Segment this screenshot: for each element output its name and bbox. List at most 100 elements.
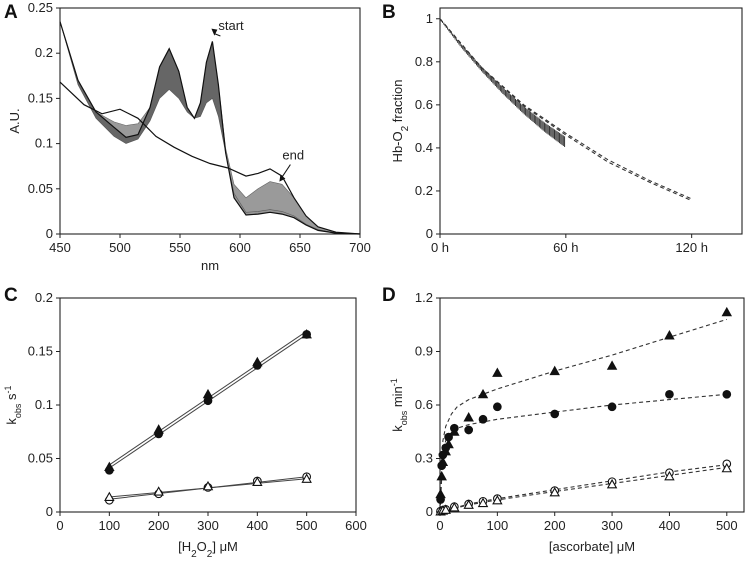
panel-c-y-label-sup: -1 (3, 385, 13, 393)
panel-a-x-tick-label: 650 (289, 240, 311, 255)
panel-d-filled-circles-point (464, 425, 474, 435)
panel-d-filled-circles-point (441, 443, 451, 453)
panel-d-open-triangles-point (477, 497, 489, 508)
panel-c-y-tick-label: 0.2 (35, 290, 53, 305)
panel-d-marks (435, 306, 733, 516)
panel-a: A 450 500 550 600 650 700 0 0.05 0.1 0.15 0.2 0.25… (4, 0, 371, 273)
panel-a-x-tick-label: 550 (169, 240, 191, 255)
panel-b-y-label-sub: 2 (400, 125, 411, 131)
panel-d-open-triangles-point (549, 486, 560, 497)
panel-d-filled-triangles-point (606, 360, 618, 370)
panel-c-x-ticks: 0 100 200 300 400 500 600 (56, 512, 367, 533)
panel-a-y-ticks: 0 0.05 0.1 0.15 0.2 0.25 (28, 0, 60, 241)
panel-d: D 0 100 200 300 400 500 0 0.3 0.6 0.9 1.2 [ascorb… (382, 285, 745, 554)
panel-a-x-ticks: 450 500 550 600 650 700 (49, 234, 371, 255)
panel-c-open-triangles-point (252, 476, 263, 487)
panel-c-x-label-pre: [H (178, 539, 191, 554)
panel-a-start-arrowhead (211, 28, 218, 36)
panel-d-open-triangles-point (664, 470, 675, 481)
panel-c-x-tick-label: 500 (296, 518, 318, 533)
panel-c-open-triangles-point (202, 480, 214, 491)
panel-c-filled-triangles-point (104, 461, 115, 472)
panel-a-y-tick-label: 0.2 (35, 45, 53, 60)
panel-b-plot-area (439, 7, 743, 235)
panel-d-filled-circles-point (493, 402, 502, 412)
panel-c-filled-triangles-point (301, 328, 312, 339)
panel-c-label: C (4, 285, 18, 306)
panel-d-filled-triangles-point (492, 367, 503, 377)
panel-c-x-label-post: ] μM (212, 539, 238, 554)
panel-d-label: D (382, 285, 396, 306)
panel-c-y-ticks: 0 0.05 0.1 0.15 0.2 (28, 290, 60, 519)
panel-b-x-ticks: 0 h 60 h 120 h (431, 234, 708, 255)
panel-b-y-tick-label: 0.4 (415, 140, 433, 155)
panel-c-y-label-mid: s (4, 393, 19, 404)
panel-d-filled-circles-point (665, 389, 674, 399)
panel-c-filled-triangles-point (153, 424, 164, 434)
panel-a-y-label: A.U. (7, 108, 22, 133)
panel-c-marks (104, 328, 312, 505)
panel-d-open-triangles-point (463, 499, 474, 509)
panel-b-y-tick-label: 0.8 (415, 54, 433, 69)
panel-d-filled-triangles-point (549, 365, 560, 376)
panel-a-start-arrow (214, 33, 221, 37)
panel-d-y-label: kobs min-1 (389, 378, 409, 432)
panel-c-x-label-sub1: 2 (191, 549, 197, 560)
panel-b-y-label-pre: Hb-O (390, 131, 405, 162)
panel-a-x-tick-label: 600 (229, 240, 251, 255)
panel-d-y-ticks: 0 0.3 0.6 0.9 1.2 (415, 290, 440, 519)
panel-d-filled-circles-point (438, 450, 448, 460)
panel-c-y-tick-label: 0 (46, 504, 53, 519)
panel-d-filled-circles-point (449, 423, 459, 433)
panel-b-marks (439, 17, 692, 202)
panel-c-y-label: kobs s-1 (3, 385, 23, 424)
panel-d-filled-triangles-point (463, 412, 474, 422)
panel-c-x-tick-label: 300 (197, 518, 219, 533)
panel-d-y-label-sub: obs (399, 410, 409, 425)
panel-d-y-label-base: k (390, 425, 405, 432)
panel-d-y-label-mid: min (390, 386, 405, 411)
panel-d-filled-triangles-point (436, 470, 447, 481)
panel-a-end-arrowhead (279, 174, 286, 182)
panel-d-y-tick-label: 0.9 (415, 344, 433, 359)
panel-b-y-tick-label: 0 (426, 226, 433, 241)
panel-c-y-label-sub: obs (13, 403, 23, 418)
panel-d-fit-line-1 (439, 318, 727, 513)
panel-c: C 0 100 200 300 400 500 600 0 0.05 0.1 0.15 0.2 [H… (3, 285, 367, 560)
panel-b-y-label-post: fraction (390, 80, 405, 126)
panel-a-y-tick-label: 0 (46, 226, 53, 241)
panel-a-annotation-end: end (282, 148, 304, 163)
panel-c-x-tick-label: 100 (98, 518, 120, 533)
panel-a-y-tick-label: 0.25 (28, 0, 53, 15)
panel-d-filled-triangles-point (664, 330, 675, 340)
panel-d-filled-circles-point (437, 461, 447, 470)
panel-d-y-tick-label: 0.6 (415, 397, 433, 412)
panel-b-y-tick-label: 0.6 (415, 97, 433, 112)
panel-d-open-triangles-point (440, 504, 451, 514)
panel-c-open-triangles-point (301, 473, 312, 483)
panel-a-annotation-start: start (218, 18, 244, 33)
panel-d-filled-circles-point (722, 389, 732, 399)
panel-d-x-tick-label: 400 (659, 518, 681, 533)
panel-d-x-tick-label: 0 (436, 518, 443, 533)
panel-c-x-tick-label: 200 (148, 518, 170, 533)
panel-a-dark-band (60, 21, 360, 234)
panel-d-y-tick-label: 0 (426, 504, 433, 519)
panel-d-open-triangles-point (721, 462, 733, 473)
panel-b-fit-line-2 (439, 18, 692, 200)
panel-d-filled-circles-point (478, 414, 488, 424)
panel-a-label: A (4, 2, 18, 23)
panel-b-y-label: Hb-O2 fraction (390, 80, 411, 163)
panel-b-y-tick-label: 0.2 (415, 183, 433, 198)
panel-a-start-line (59, 21, 361, 235)
panel-d-y-label-sup: -1 (389, 378, 399, 386)
panel-d-x-ticks: 0 100 200 300 400 500 (436, 512, 738, 533)
panel-c-x-label-sub2: 2 (207, 549, 213, 560)
panel-d-y-tick-label: 0.3 (415, 451, 433, 466)
panel-a-x-label: nm (201, 258, 219, 273)
panel-b: B 0 h 60 h 120 h 0 0.2 0.4 0.6 0.8 1 Hb-O2 frac… (382, 2, 743, 255)
panel-d-x-tick-label: 100 (487, 518, 509, 533)
panel-a-x-tick-label: 500 (109, 240, 131, 255)
panel-d-plot-area (439, 297, 745, 513)
